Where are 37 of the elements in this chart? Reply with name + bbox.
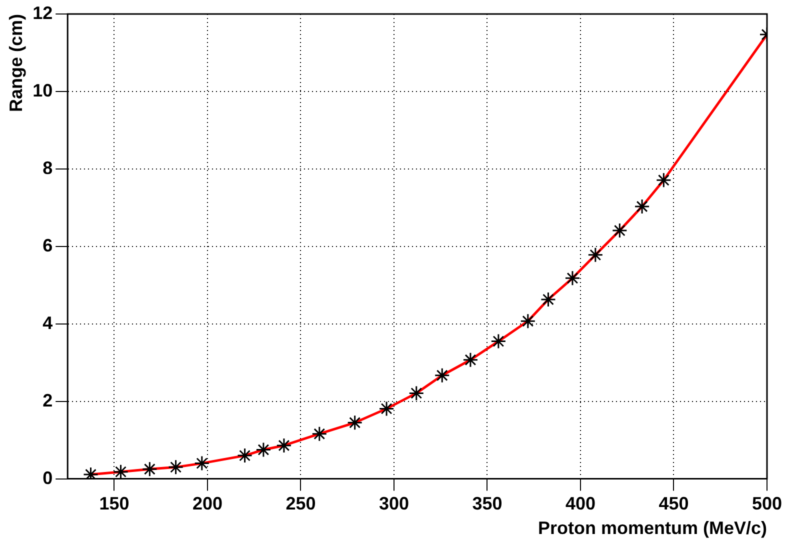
x-tick-label: 450 bbox=[658, 494, 689, 514]
point bbox=[312, 426, 328, 442]
point bbox=[378, 400, 394, 416]
x-tick-label: 250 bbox=[286, 494, 316, 514]
x-tick-label: 500 bbox=[752, 494, 782, 514]
point bbox=[256, 442, 272, 458]
point bbox=[540, 292, 556, 308]
point bbox=[434, 368, 450, 384]
x-axis-title: Proton momentum (MeV/c) bbox=[538, 518, 767, 538]
x-tick-label: 300 bbox=[378, 494, 410, 514]
point bbox=[142, 461, 158, 477]
point bbox=[168, 459, 184, 475]
y-axis-title: Range (cm) bbox=[6, 14, 26, 112]
point bbox=[462, 352, 478, 368]
point bbox=[194, 456, 210, 472]
point bbox=[656, 172, 672, 188]
point bbox=[520, 313, 536, 329]
y-tick-label: 2 bbox=[42, 390, 53, 410]
point bbox=[612, 222, 628, 238]
point bbox=[276, 438, 292, 454]
point bbox=[408, 385, 424, 401]
x-tick-label: 350 bbox=[472, 494, 502, 514]
point bbox=[564, 270, 580, 286]
x-tick-label: 150 bbox=[99, 494, 130, 514]
point bbox=[634, 198, 650, 214]
y-tick-label: 12 bbox=[32, 2, 53, 23]
y-tick-label: 10 bbox=[32, 80, 53, 100]
point bbox=[347, 414, 363, 430]
point bbox=[588, 247, 604, 263]
y-tick-label: 8 bbox=[42, 158, 53, 178]
y-tick-label: 4 bbox=[42, 312, 53, 333]
x-tick-label: 400 bbox=[565, 494, 596, 514]
point bbox=[490, 334, 506, 350]
y-tick-label: 6 bbox=[42, 235, 53, 256]
x-tick-label: 200 bbox=[192, 494, 223, 514]
point bbox=[237, 448, 253, 464]
y-tick-label: 0 bbox=[42, 468, 53, 488]
